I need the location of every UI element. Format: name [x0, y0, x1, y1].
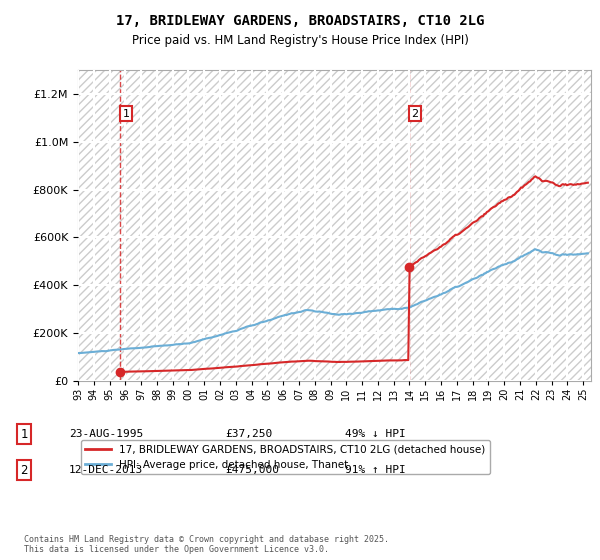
Text: 91% ↑ HPI: 91% ↑ HPI [345, 465, 406, 475]
Text: 1: 1 [122, 109, 130, 119]
Text: £475,000: £475,000 [225, 465, 279, 475]
Text: Price paid vs. HM Land Registry's House Price Index (HPI): Price paid vs. HM Land Registry's House … [131, 34, 469, 46]
Text: Contains HM Land Registry data © Crown copyright and database right 2025.
This d: Contains HM Land Registry data © Crown c… [24, 535, 389, 554]
Text: 2: 2 [412, 109, 419, 119]
Text: £37,250: £37,250 [225, 429, 272, 439]
Text: 1: 1 [20, 427, 28, 441]
Text: 49% ↓ HPI: 49% ↓ HPI [345, 429, 406, 439]
Text: 12-DEC-2013: 12-DEC-2013 [69, 465, 143, 475]
Legend: 17, BRIDLEWAY GARDENS, BROADSTAIRS, CT10 2LG (detached house), HPI: Average pric: 17, BRIDLEWAY GARDENS, BROADSTAIRS, CT10… [80, 440, 490, 474]
Text: 17, BRIDLEWAY GARDENS, BROADSTAIRS, CT10 2LG: 17, BRIDLEWAY GARDENS, BROADSTAIRS, CT10… [116, 14, 484, 28]
Text: 23-AUG-1995: 23-AUG-1995 [69, 429, 143, 439]
Text: 2: 2 [20, 464, 28, 477]
